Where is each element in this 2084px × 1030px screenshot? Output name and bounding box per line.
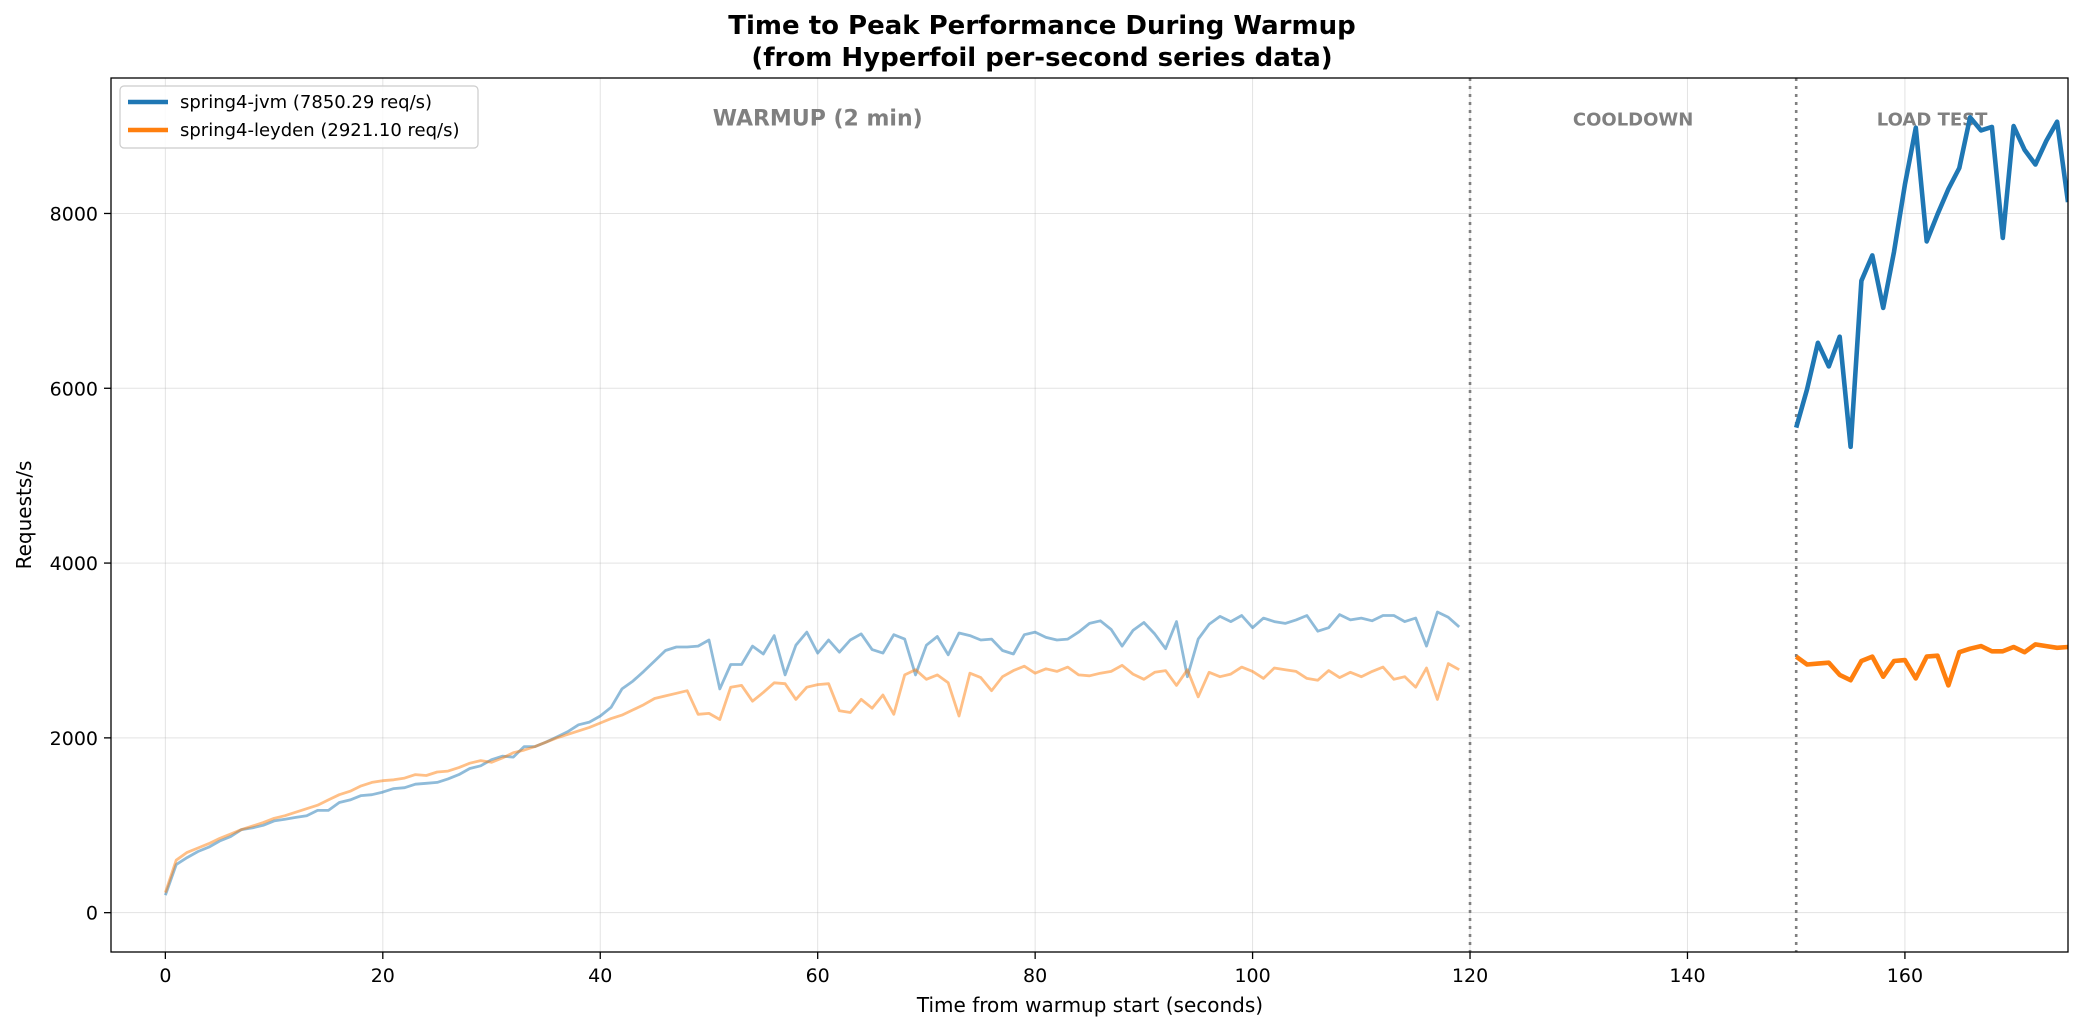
series-line-warmup-1 [164,662,1460,894]
legend: spring4-jvm (7850.29 req/s) spring4-leyd… [119,85,479,149]
legend-label-leyden: spring4-leyden (2921.10 req/s) [180,120,460,141]
x-axis-label: Time from warmup start (seconds) [916,993,1263,1017]
y-tick-label: 4000 [50,553,98,575]
region-labels: WARMUP (2 min) COOLDOWN LOAD TEST [713,106,1988,131]
x-tick-label: 40 [588,965,612,987]
x-tick-label: 100 [1234,965,1270,987]
y-tick-label: 2000 [50,728,98,750]
x-tick-label: 20 [371,965,395,987]
legend-box [119,85,479,149]
legend-label-jvm: spring4-jvm (7850.29 req/s) [180,92,432,113]
x-tick-label: 0 [159,965,171,987]
x-tick-label: 160 [1887,965,1923,987]
series-lines [164,115,2068,896]
x-tick-label: 60 [806,965,830,987]
region-label: WARMUP (2 min) [713,106,923,131]
chart-subtitle: (from Hyperfoil per-second series data) [751,43,1332,73]
y-axis-label: Requests/s [12,461,36,570]
y-axis-ticks: 0 2000 4000 6000 8000 [50,203,111,925]
chart-title: Time to Peak Performance During Warmup [728,11,1355,41]
x-axis-ticks: 0 20 40 60 80 100 120 140 160 [159,952,1923,987]
y-tick-label: 0 [86,903,98,925]
series-line-loadtest-1 [1794,642,2068,688]
x-tick-label: 140 [1669,965,1705,987]
x-tick-label: 80 [1023,965,1047,987]
plot-frame [110,77,2069,953]
x-tick-label: 120 [1452,965,1488,987]
series-line-loadtest-0 [1793,115,2068,450]
region-label: LOAD TEST [1877,109,1988,130]
y-tick-label: 8000 [50,203,98,225]
region-label: COOLDOWN [1573,109,1693,130]
y-tick-label: 6000 [50,378,98,400]
phase-boundaries [1468,78,1798,952]
series-line-warmup-0 [164,610,1461,896]
grid [111,78,2068,952]
